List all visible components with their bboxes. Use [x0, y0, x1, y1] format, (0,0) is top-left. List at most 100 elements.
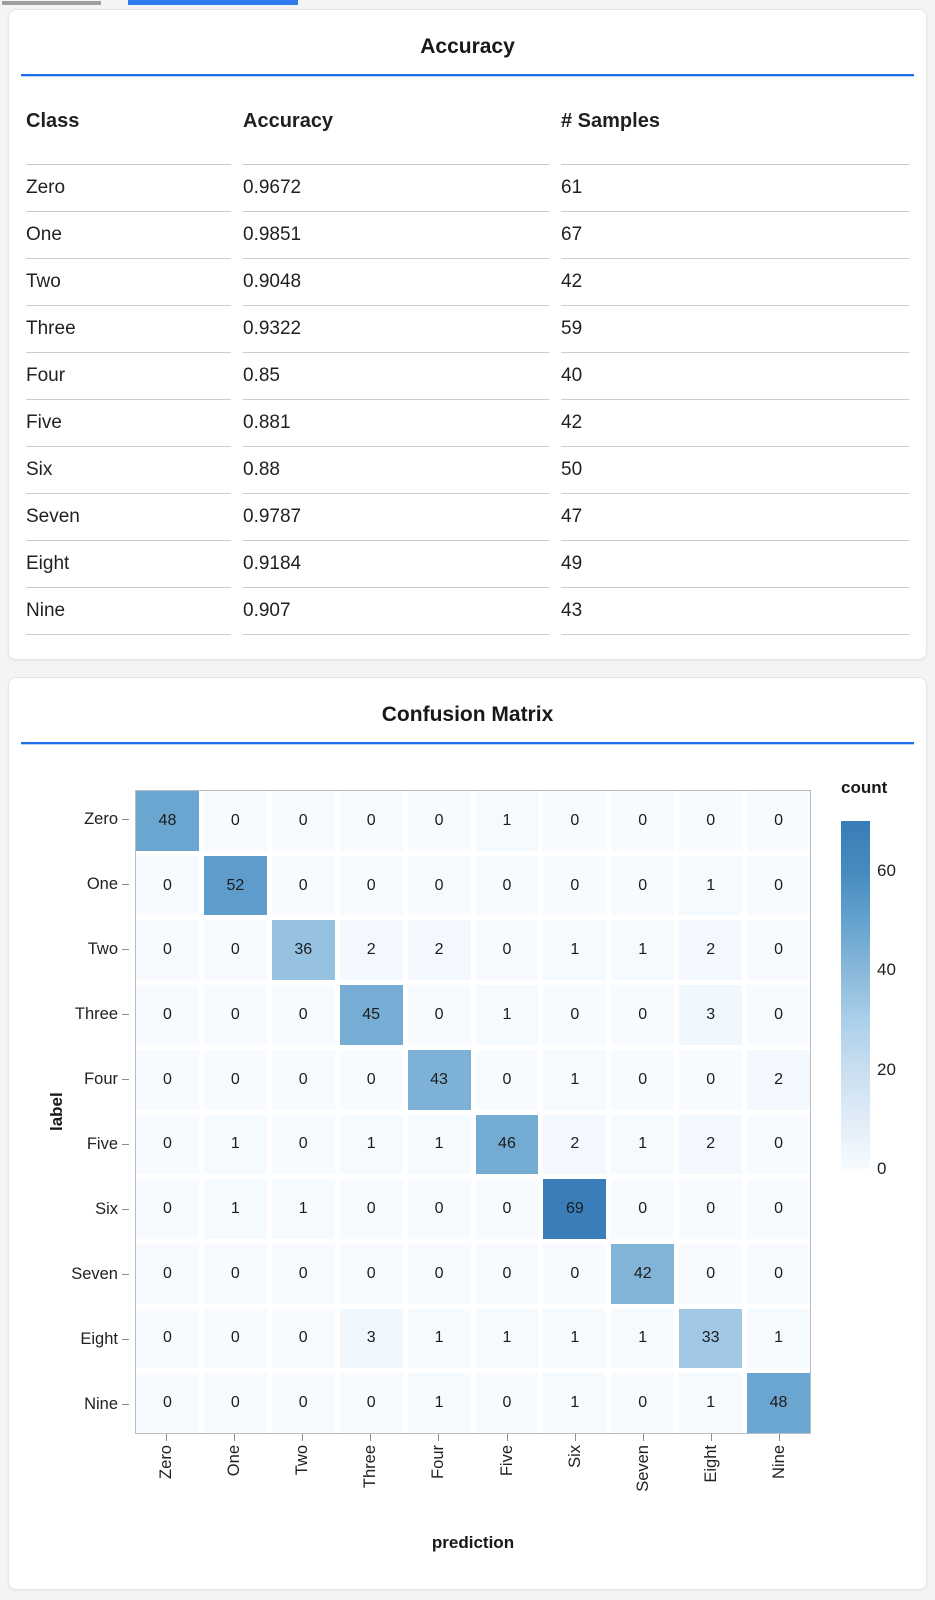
heatmap-plot: 48 0 0 0 0 1 0 0 0 0 0 52 0 0 0 0 0 0 1 0 0 0 36 2 2 0 1 1 2 0 0 0 0 45 0 1… [135, 790, 811, 1434]
colorbar-tick: 0 [877, 1159, 887, 1178]
x-axis-label: Six [544, 1434, 607, 1492]
colorbar-tick: 40 [877, 960, 896, 980]
axis-tick [122, 1338, 129, 1340]
heatmap-cell: 1 [203, 1179, 267, 1239]
heatmap-cell: 0 [407, 855, 471, 916]
heatmap-cell: 0 [136, 1114, 199, 1175]
table-row: One 0.9851 67 [26, 212, 909, 259]
heatmap-cell: 48 [747, 1373, 810, 1433]
heatmap-cell: 0 [747, 1179, 810, 1239]
y-axis-labels: Zero One Two Three Four Five Six Seven Eight Nine [9, 790, 129, 1434]
y-axis-label-text: Seven [71, 1264, 118, 1283]
heatmap-cell: 0 [271, 1308, 335, 1369]
heatmap-cell: 0 [679, 1179, 743, 1239]
y-axis-label: Five [9, 1115, 129, 1175]
heatmap-cell: 0 [611, 1373, 675, 1433]
heatmap-cell: 0 [339, 1179, 403, 1239]
heatmap-cell: 0 [679, 791, 743, 851]
heatmap-cell: 0 [611, 1179, 675, 1239]
heatmap-cell: 2 [543, 1114, 607, 1175]
heatmap-cell: 1 [475, 791, 539, 851]
axis-tick [122, 884, 129, 886]
heatmap-cell: 1 [679, 855, 743, 916]
heatmap-cell: 0 [611, 985, 675, 1045]
heatmap-cell: 0 [271, 1243, 335, 1304]
axis-tick [122, 1079, 129, 1081]
column-header-class: Class [26, 77, 231, 165]
heatmap-cell: 45 [339, 985, 403, 1045]
heatmap-cell: 1 [543, 1308, 607, 1369]
heatmap-cell: 0 [136, 1179, 199, 1239]
heatmap-cell: 3 [339, 1308, 403, 1369]
heatmap-cell: 0 [136, 920, 199, 981]
table-row: Five 0.881 42 [26, 400, 909, 447]
heatmap-cell: 0 [271, 1049, 335, 1110]
heatmap-cell: 0 [136, 1243, 199, 1304]
table-cell: 0.907 [243, 588, 549, 635]
heatmap-cell: 0 [203, 985, 267, 1045]
heatmap-cell: 0 [747, 985, 810, 1045]
confusion-matrix-card: Confusion Matrix label Zero One Two Three Fo… [8, 677, 927, 1590]
heatmap-cell: 0 [475, 1373, 539, 1433]
accuracy-card-title: Accuracy [420, 35, 515, 58]
table-row: Nine 0.907 43 [26, 588, 909, 635]
heatmap-cell: 1 [407, 1373, 471, 1433]
table-cell: Eight [26, 541, 231, 588]
table-cell: 67 [561, 212, 909, 259]
heatmap-cell: 0 [543, 791, 607, 851]
table-cell: Two [26, 259, 231, 306]
heatmap-cell: 0 [271, 791, 335, 851]
heatmap-cell: 0 [136, 1373, 199, 1433]
heatmap-cell: 1 [407, 1308, 471, 1369]
top-strip-gray [2, 1, 101, 5]
table-cell: 61 [561, 165, 909, 212]
heatmap-cell: 1 [611, 1114, 675, 1175]
table-cell: 0.9322 [243, 306, 549, 353]
heatmap-cell: 0 [136, 985, 199, 1045]
table-row: Two 0.9048 42 [26, 259, 909, 306]
heatmap-cell: 36 [271, 920, 335, 981]
accuracy-table: Class Accuracy # Samples Zero 0.9672 61 One… [26, 77, 909, 635]
table-cell: Four [26, 353, 231, 400]
confusion-card-title: Confusion Matrix [381, 703, 554, 726]
heatmap-cell: 1 [543, 920, 607, 981]
column-header-accuracy: Accuracy [243, 77, 549, 165]
heatmap-cell: 0 [203, 920, 267, 981]
axis-tick [506, 1434, 508, 1441]
x-axis-label-text: Nine [769, 1445, 788, 1479]
heatmap-cell: 0 [475, 1049, 539, 1110]
heatmap-cell: 0 [339, 855, 403, 916]
axis-tick [122, 1014, 129, 1016]
heatmap-cell: 48 [136, 791, 199, 851]
y-axis-label-text: One [86, 875, 118, 894]
y-axis-label: Eight [9, 1309, 129, 1369]
accuracy-card: Accuracy Class Accuracy # Samples Zero 0.… [8, 9, 927, 660]
y-axis-label: Two [9, 920, 129, 980]
x-axis-label: One [203, 1434, 266, 1492]
axis-tick [122, 819, 129, 821]
colorbar-tick: 20 [877, 1059, 896, 1079]
accuracy-title-rule [21, 74, 914, 77]
y-axis-label-text: Zero [84, 810, 118, 829]
y-axis-label: Three [9, 985, 129, 1045]
x-axis-labels: Zero One Two Three Four Five Six Seven Eight Nine [135, 1434, 811, 1492]
heatmap-cell: 0 [747, 791, 810, 851]
heatmap-cell: 2 [339, 920, 403, 981]
table-cell: 0.9787 [243, 494, 549, 541]
table-cell: One [26, 212, 231, 259]
x-axis-label-text: Zero [157, 1445, 176, 1479]
heatmap-cell: 0 [407, 791, 471, 851]
axis-tick [122, 1208, 129, 1210]
heatmap-cell: 0 [203, 791, 267, 851]
table-cell: Nine [26, 588, 231, 635]
x-axis-label-text: Seven [633, 1445, 652, 1492]
heatmap-cell: 3 [679, 985, 743, 1045]
accuracy-table-header: Class Accuracy # Samples [26, 77, 909, 165]
x-axis-label-text: Four [429, 1445, 448, 1479]
x-axis-label-text: Two [293, 1445, 312, 1476]
heatmap-cell: 1 [679, 1373, 743, 1433]
table-cell: 0.9851 [243, 212, 549, 259]
table-cell: 42 [561, 259, 909, 306]
heatmap-cell: 0 [475, 1243, 539, 1304]
y-axis-label-text: Five [86, 1134, 118, 1153]
